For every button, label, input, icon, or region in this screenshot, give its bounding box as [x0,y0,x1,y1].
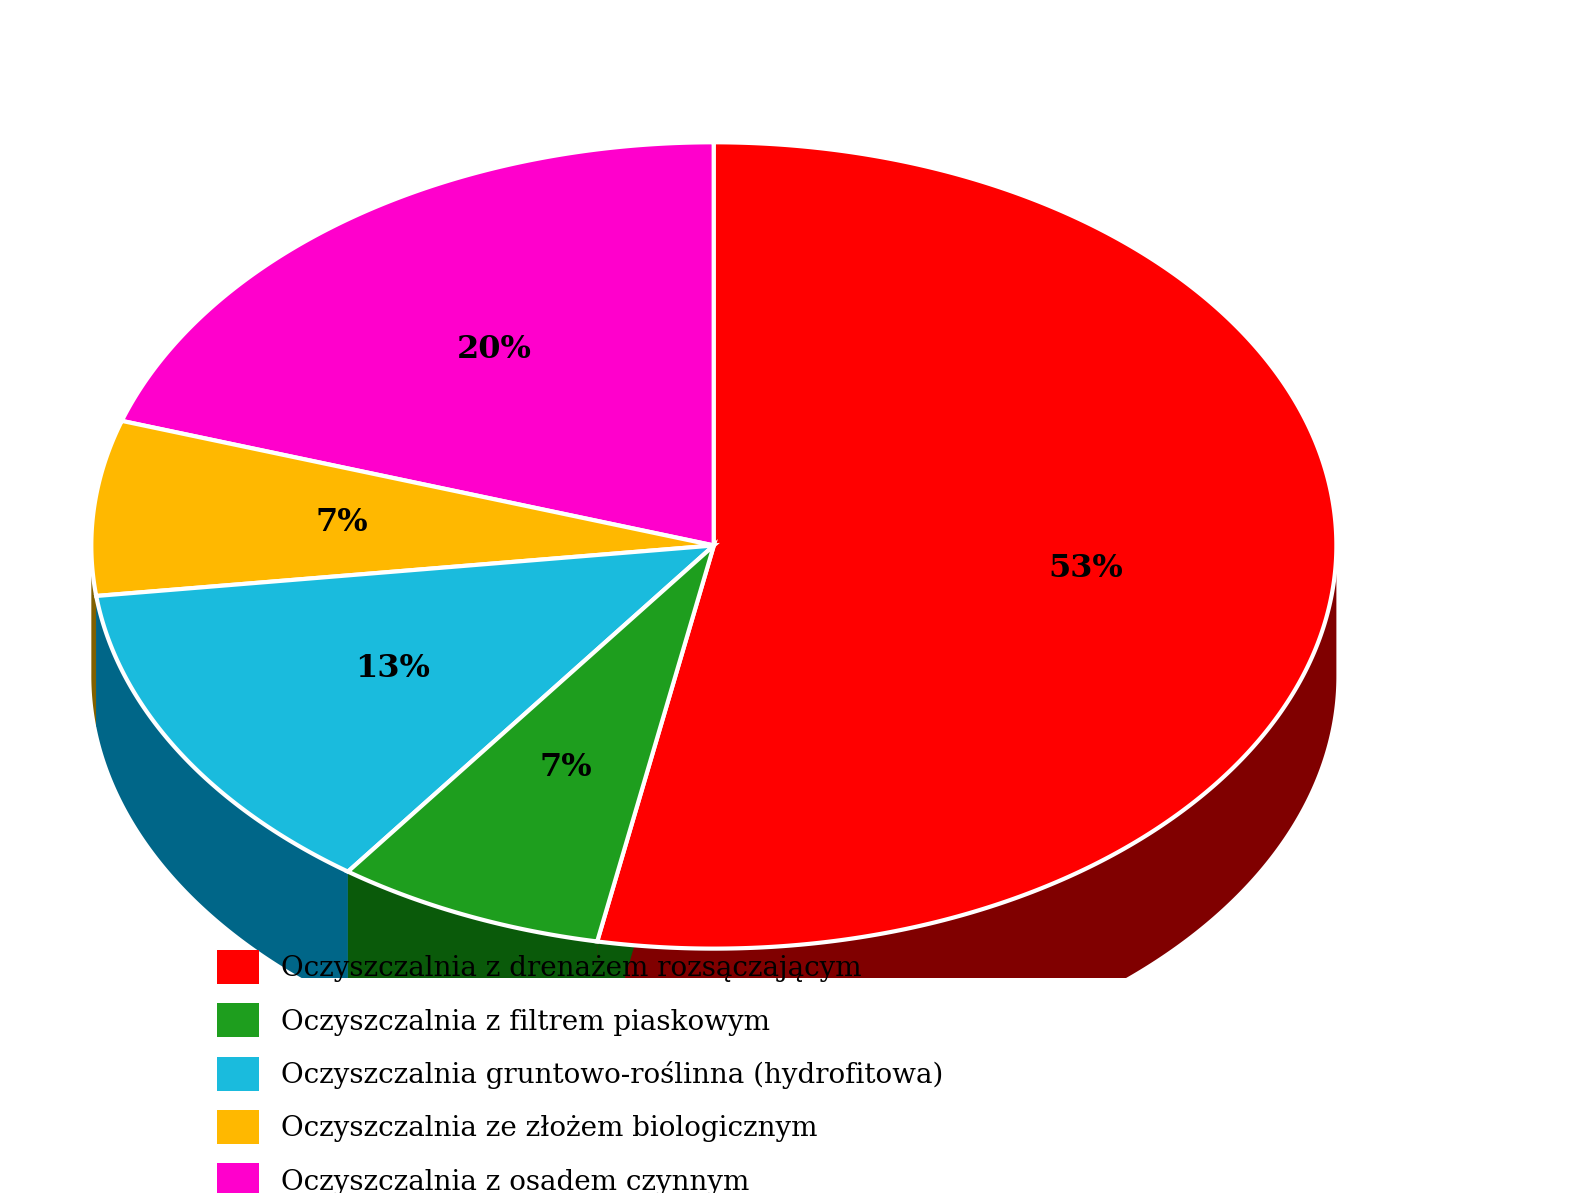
Polygon shape [597,545,714,1071]
Polygon shape [96,545,714,727]
Text: 7%: 7% [316,507,369,538]
Polygon shape [91,543,96,727]
Polygon shape [597,142,1336,948]
Polygon shape [96,545,714,872]
Text: 7%: 7% [539,752,592,783]
Polygon shape [349,872,597,1071]
Polygon shape [96,545,714,727]
Polygon shape [597,545,714,1071]
Text: 13%: 13% [355,653,430,684]
Polygon shape [349,545,714,941]
Polygon shape [349,545,714,1002]
Polygon shape [122,142,714,545]
Legend: Oczyszczalnia z drenażem rozsączającym, Oczyszczalnia z filtrem piaskowym, Oczys: Oczyszczalnia z drenażem rozsączającym, … [206,939,955,1193]
Polygon shape [597,545,1336,1078]
Text: 20%: 20% [457,334,532,365]
Text: 53%: 53% [1049,552,1123,583]
Polygon shape [349,545,714,1002]
Polygon shape [91,421,714,596]
Polygon shape [96,596,349,1002]
